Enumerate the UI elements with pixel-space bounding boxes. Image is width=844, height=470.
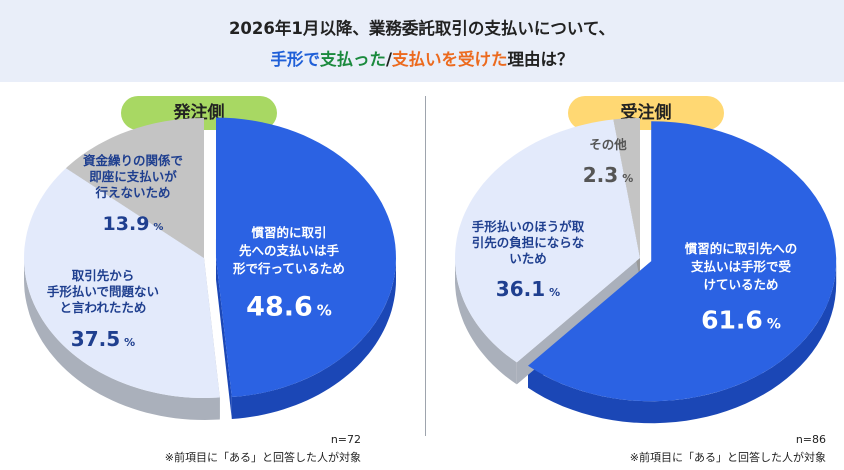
right-label-2-line-0: その他 (589, 137, 627, 152)
left-value-2: 13.9% (103, 213, 164, 235)
pie-1-slice-2 (613, 118, 640, 258)
pie-0-slice-2 (66, 118, 204, 258)
right-footnote: ※前項目に「ある」と回答した人が対象 (629, 451, 826, 464)
title-banner: 2026年1月以降、業務委託取引の支払いについて、 手形で支払った/支払いを受け… (0, 0, 844, 82)
left-label-2-line-0: 資金繰りの関係で (83, 153, 183, 168)
pie-0-side-1 (24, 258, 220, 420)
title-part-4: 支払いを受けた (392, 50, 508, 69)
title-part-3: / (385, 50, 393, 69)
left-label-2-line-1: 即座に支払いが (89, 169, 177, 184)
right-value-1: 36.1% (496, 277, 560, 301)
pie-0-cut-0-1 (215, 257, 232, 420)
left-label-0-line-2: 形で行っているため (233, 261, 345, 276)
title-part-1: 手形で (270, 50, 320, 69)
pie-0-slice-1 (24, 168, 220, 398)
left-label-0-line-1: 先への支払いは手 (239, 243, 340, 258)
right-label-0-line-0: 慣習的に取引先への (685, 241, 798, 256)
right-value-2: 2.3% (583, 163, 633, 187)
title-part-5: 理由は？ (507, 50, 574, 69)
left-label-1-line-0: 取引先から (72, 268, 135, 283)
title-line-1: 2026年1月以降、業務委託取引の支払いについて、 (228, 19, 616, 38)
pie-0 (24, 117, 396, 420)
left-footnote: ※前項目に「ある」と回答した人が対象 (164, 451, 361, 464)
left-value-0: 48.6% (246, 291, 332, 322)
pie-1-slice-1 (455, 119, 640, 363)
pie-1-side-1 (455, 258, 517, 385)
pie-0-slice-0 (215, 117, 396, 397)
title-part-2: 支払った (319, 50, 386, 69)
right-value-0: 61.6% (701, 305, 781, 334)
left-label-1-line-1: 手形払いで問題ない (47, 284, 159, 299)
pie-0-side-0 (231, 257, 396, 419)
right-label-1-line-2: いため (509, 251, 547, 266)
left-value-1: 37.5% (71, 327, 135, 351)
right-label-1-line-1: 引先の負担にならな (472, 235, 585, 250)
right-pill-label: 受注側 (568, 96, 724, 130)
pie-1-side-0 (528, 261, 837, 424)
right-label-0-line-1: 支払いは手形で受 (690, 259, 792, 274)
left-label-0-line-0: 慣習的に取引 (251, 225, 326, 240)
left-n-label: n=72 (330, 433, 361, 446)
center-divider (425, 96, 426, 436)
right-n-label: n=86 (795, 433, 826, 446)
title-line-2: 手形で支払った/支払いを受けた理由は？ (0, 46, 844, 70)
left-label-2-line-2: 行えないため (94, 185, 170, 200)
pie-1-slice-0 (528, 121, 837, 402)
right-label-0-line-2: けているため (703, 277, 778, 292)
right-label-1-line-0: 手形払いのほうが取 (472, 219, 585, 234)
pie-1 (455, 118, 837, 424)
left-label-1-line-2: と言われたため (60, 300, 147, 315)
